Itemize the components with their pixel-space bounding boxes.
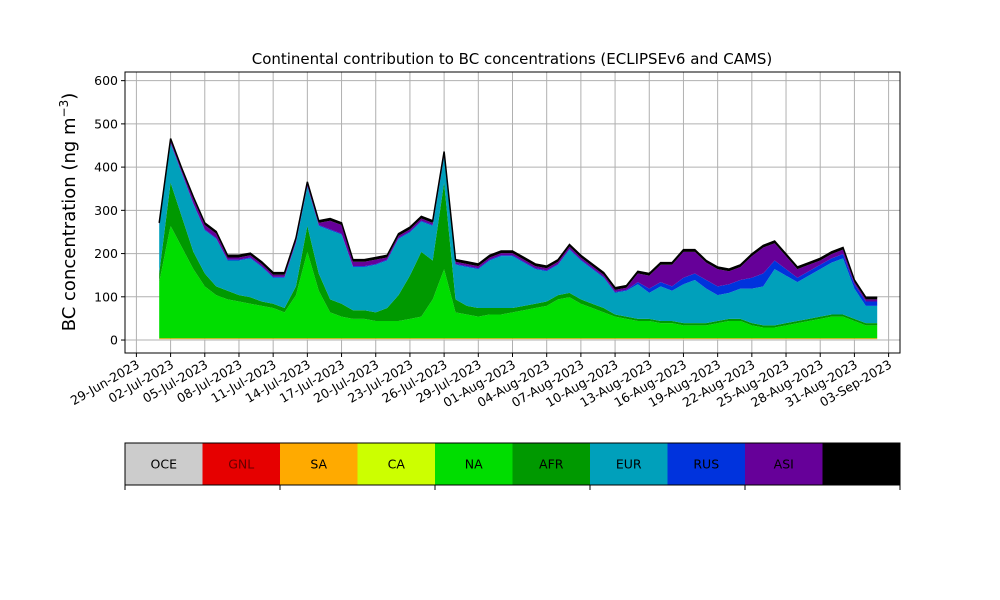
legend-label-ca: CA [388,457,406,472]
legend-swatch-ca [357,443,435,485]
legend-label-rus: RUS [693,457,719,472]
legend-colorbar: OCE GNL SA CA NA AFR EUR RUS ASI AUS [124,442,901,490]
y-axis-label-close: ) [59,93,80,100]
legend-label-eur: EUR [616,457,642,472]
y-tick-label: 500 [94,116,118,131]
area-eur [159,143,878,326]
legend-label-na: NA [465,457,483,472]
total-outline [158,138,878,298]
chart-title: Continental contribution to BC concentra… [252,50,773,68]
area-sa [159,338,878,340]
legend-swatch-gnl [202,443,280,485]
legend-swatch-afr [512,443,590,485]
legend-frame [124,442,901,486]
y-tick-label: 600 [94,73,118,88]
legend-label-asi: ASI [774,457,794,472]
legend-label-sa: SA [310,457,327,472]
legend-label-aus: AUS [848,457,874,472]
legend-swatch-eur [590,443,668,485]
plot-area [124,71,901,354]
area-na [159,225,878,339]
y-tick-label: 200 [94,246,118,261]
legend-label-afr: AFR [539,457,564,472]
y-tick-label: 100 [94,289,118,304]
y-tick-label: 0 [110,333,118,348]
area-asi [159,140,878,302]
y-tick-label: 300 [94,203,118,218]
legend-label-gnl: GNL [228,457,254,472]
legend-swatch-oce [125,443,203,485]
y-axis-label-exponent: −3 [57,100,71,118]
y-axis: 0 100 200 300 400 500 600 [94,73,125,348]
y-axis-label: BC concentration (ng m−3) [57,93,80,332]
legend-label-oce: OCE [151,457,178,472]
legend-swatch-asi [745,443,823,485]
legend-swatch-sa [280,443,358,485]
stacked-areas [159,138,878,341]
area-afr [159,182,878,328]
legend-swatch-na [435,443,513,485]
legend-swatch-aus [822,443,900,485]
y-axis-label-main: BC concentration (ng m [59,117,80,331]
y-tick-label: 400 [94,160,118,175]
area-oce [159,339,878,341]
legend-swatch-rus [667,443,745,485]
